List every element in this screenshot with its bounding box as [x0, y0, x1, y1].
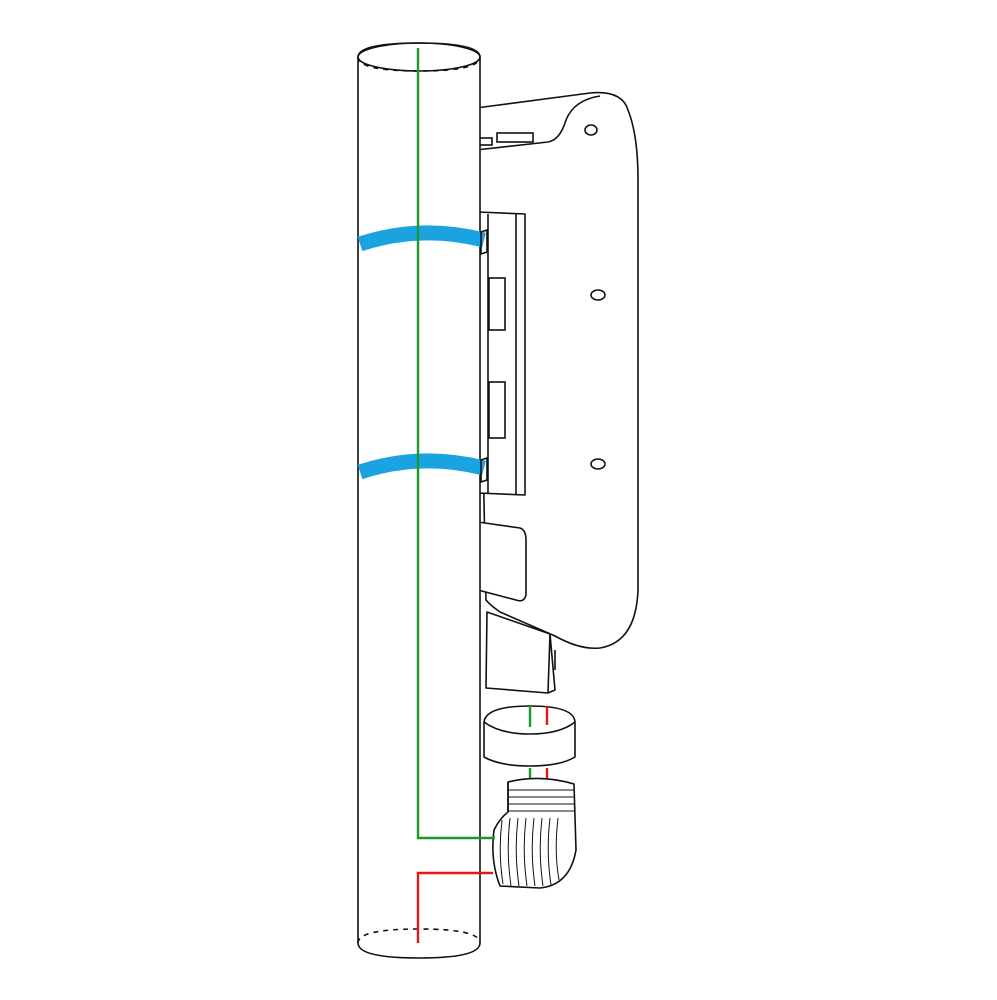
signal-wire — [416, 871, 493, 943]
straps — [357, 225, 488, 484]
mounting-device — [475, 91, 639, 694]
ground-wire — [416, 48, 495, 840]
elbow-fitting — [492, 777, 577, 889]
cap — [483, 705, 576, 782]
threads — [499, 789, 574, 887]
